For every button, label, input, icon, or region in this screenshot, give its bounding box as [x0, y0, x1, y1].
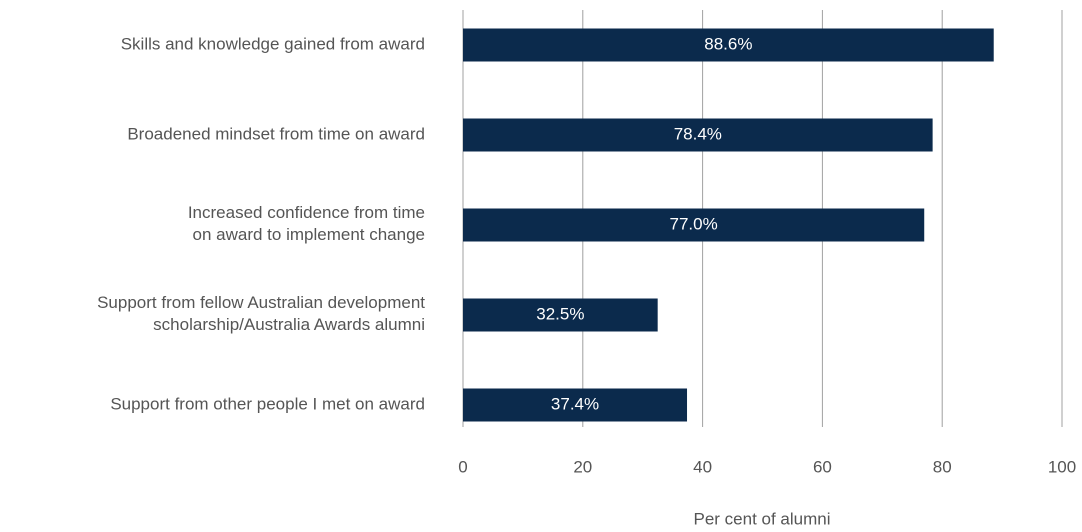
- x-tick-label: 80: [933, 457, 952, 476]
- x-tick-label: 60: [813, 457, 832, 476]
- bar-label: 32.5%: [536, 304, 584, 323]
- bar-label: 77.0%: [670, 214, 718, 233]
- bar-label: 88.6%: [704, 34, 752, 53]
- y-tick-label: Support from other people I met on award: [110, 394, 425, 413]
- y-tick-label: Support from fellow Australian developme…: [97, 293, 425, 334]
- y-tick-label: Skills and knowledge gained from award: [121, 34, 425, 53]
- x-tick-label: 100: [1048, 457, 1076, 476]
- bar: [463, 118, 933, 152]
- x-axis-title: Per cent of alumni: [693, 509, 830, 528]
- bar: [463, 208, 925, 242]
- x-tick-label: 40: [693, 457, 712, 476]
- y-tick-label: Broadened mindset from time on award: [127, 124, 425, 143]
- y-tick-label: Increased confidence from time on award t…: [188, 203, 425, 244]
- bar-label: 37.4%: [551, 394, 599, 413]
- bar: [463, 388, 688, 422]
- bar: [463, 28, 994, 62]
- x-tick-label: 0: [458, 457, 467, 476]
- bar-label: 78.4%: [674, 124, 722, 143]
- x-tick-label: 20: [573, 457, 592, 476]
- bar: [463, 298, 658, 332]
